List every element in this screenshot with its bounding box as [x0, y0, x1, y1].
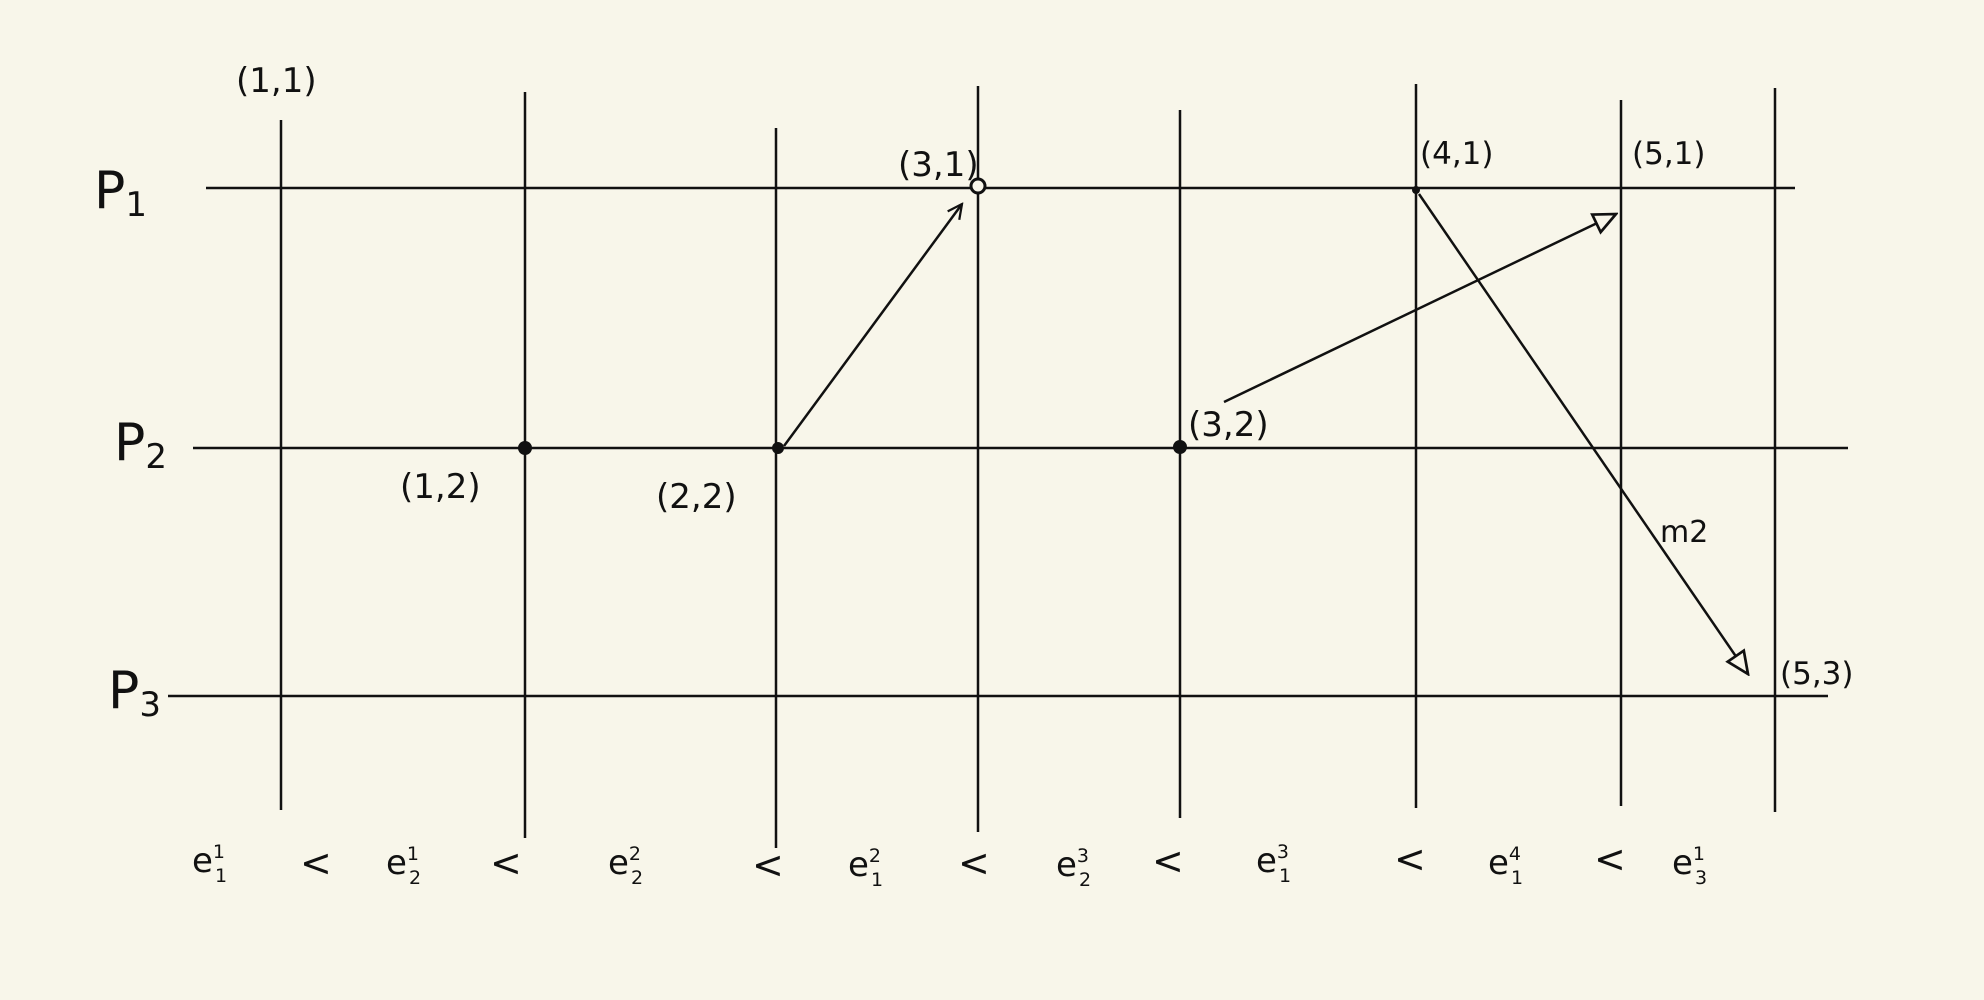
- event-dot-3-1: [969, 177, 987, 195]
- event-dot-4-1: [1412, 186, 1420, 194]
- ordering-less-than: <: [490, 841, 522, 885]
- ordering-less-than: <: [958, 841, 990, 885]
- ordering-event: e1 2: [386, 843, 421, 889]
- process-labels: P1 P2 P3: [94, 161, 167, 725]
- event-label-4-1: (4,1): [1420, 136, 1494, 172]
- event-label-5-1: (5,1): [1632, 136, 1706, 172]
- event-label-3-1: (3,1): [898, 145, 979, 185]
- ordering-event: e4 1: [1488, 843, 1523, 889]
- ordering-less-than: <: [1594, 837, 1626, 881]
- event-label-2-2: (2,2): [656, 477, 737, 517]
- process-lines: [168, 186, 1848, 698]
- process-label-p2: P2: [114, 413, 167, 477]
- event-label-1-1: (1,1): [236, 61, 317, 101]
- event-dot-3-2: [1173, 440, 1187, 454]
- ordering-event: e2 2: [608, 843, 643, 889]
- message-arrow-m2: [1417, 193, 1748, 674]
- event-label-3-2: (3,2): [1188, 405, 1269, 445]
- ordering-event: e1 3: [1672, 843, 1707, 889]
- message-arrow-2-2-to-3-1: [782, 204, 962, 447]
- event-dot-1-2: [518, 441, 532, 455]
- messages: [782, 193, 1748, 674]
- event-label-5-3: (5,3): [1780, 656, 1854, 692]
- event-dot-2-2: [772, 442, 784, 454]
- process-label-p1: P1: [94, 161, 147, 225]
- ordering-event: e1 1: [192, 841, 227, 887]
- event-label-1-2: (1,2): [400, 467, 481, 507]
- ordering-less-than: <: [752, 843, 784, 887]
- cut-lines: [279, 84, 1777, 848]
- ordering-less-than: <: [1152, 839, 1184, 883]
- ordering-less-than: <: [300, 841, 332, 885]
- ordering-row: e1 1 < e1 2 < e2 2 < e2 1 < e3 2 < e3 1 < e4 1 …: [192, 837, 1707, 891]
- ordering-event: e3 1: [1256, 841, 1291, 887]
- event-labels: (1,1) (1,2) (2,2) (3,1) (3,2) (4,1) (5,1…: [236, 61, 1854, 692]
- ordering-event: e3 2: [1056, 845, 1091, 891]
- event-dots: [518, 177, 1420, 455]
- message-label-m2: m2: [1660, 515, 1708, 550]
- ordering-less-than: <: [1394, 837, 1426, 881]
- ordering-event: e2 1: [848, 845, 883, 891]
- message-arrow-3-2-to-5-1: [1223, 214, 1616, 404]
- process-label-p3: P3: [108, 661, 161, 725]
